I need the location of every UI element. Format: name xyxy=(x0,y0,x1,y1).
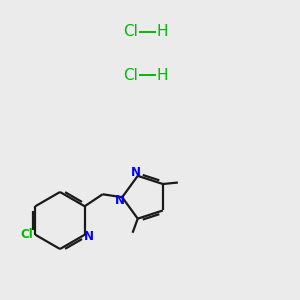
Text: N: N xyxy=(115,194,125,207)
Text: H: H xyxy=(156,24,167,39)
Text: Cl: Cl xyxy=(123,68,138,82)
Text: Cl: Cl xyxy=(20,228,33,241)
Text: H: H xyxy=(156,68,167,82)
Text: N: N xyxy=(131,166,141,179)
Text: N: N xyxy=(84,230,94,243)
Text: Cl: Cl xyxy=(123,24,138,39)
